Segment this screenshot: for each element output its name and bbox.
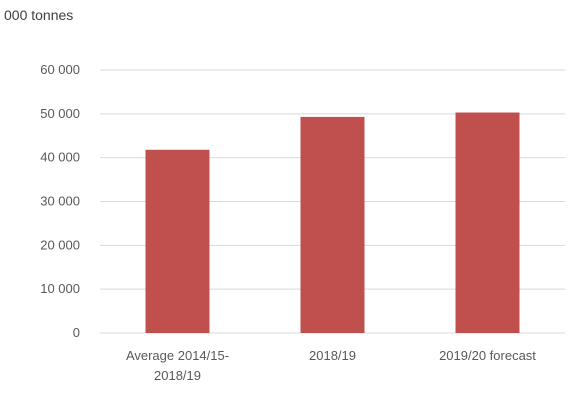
x-category-label: 2019/20 forecast [439, 348, 536, 363]
x-category-label: Average 2014/15- [126, 348, 229, 363]
x-category-label: 2018/19 [154, 368, 201, 383]
y-tick-label: 60 000 [40, 62, 80, 77]
y-axis-ticks: 0 10 000 20 000 30 000 40 000 50 000 60 000 [40, 62, 80, 340]
y-tick-label: 10 000 [40, 281, 80, 296]
y-tick-label: 0 [73, 325, 80, 340]
x-category-label: 2018/19 [309, 348, 356, 363]
bar [145, 149, 210, 333]
x-axis-categories: Average 2014/15- 2018/19 2018/19 2019/20 fo… [126, 348, 536, 383]
y-tick-label: 50 000 [40, 106, 80, 121]
y-tick-label: 20 000 [40, 237, 80, 252]
bar [300, 116, 365, 333]
y-tick-label: 40 000 [40, 150, 80, 165]
bar [455, 112, 520, 333]
y-unit-label: 000 tonnes [4, 7, 74, 23]
bars [145, 112, 520, 333]
y-tick-label: 30 000 [40, 194, 80, 209]
